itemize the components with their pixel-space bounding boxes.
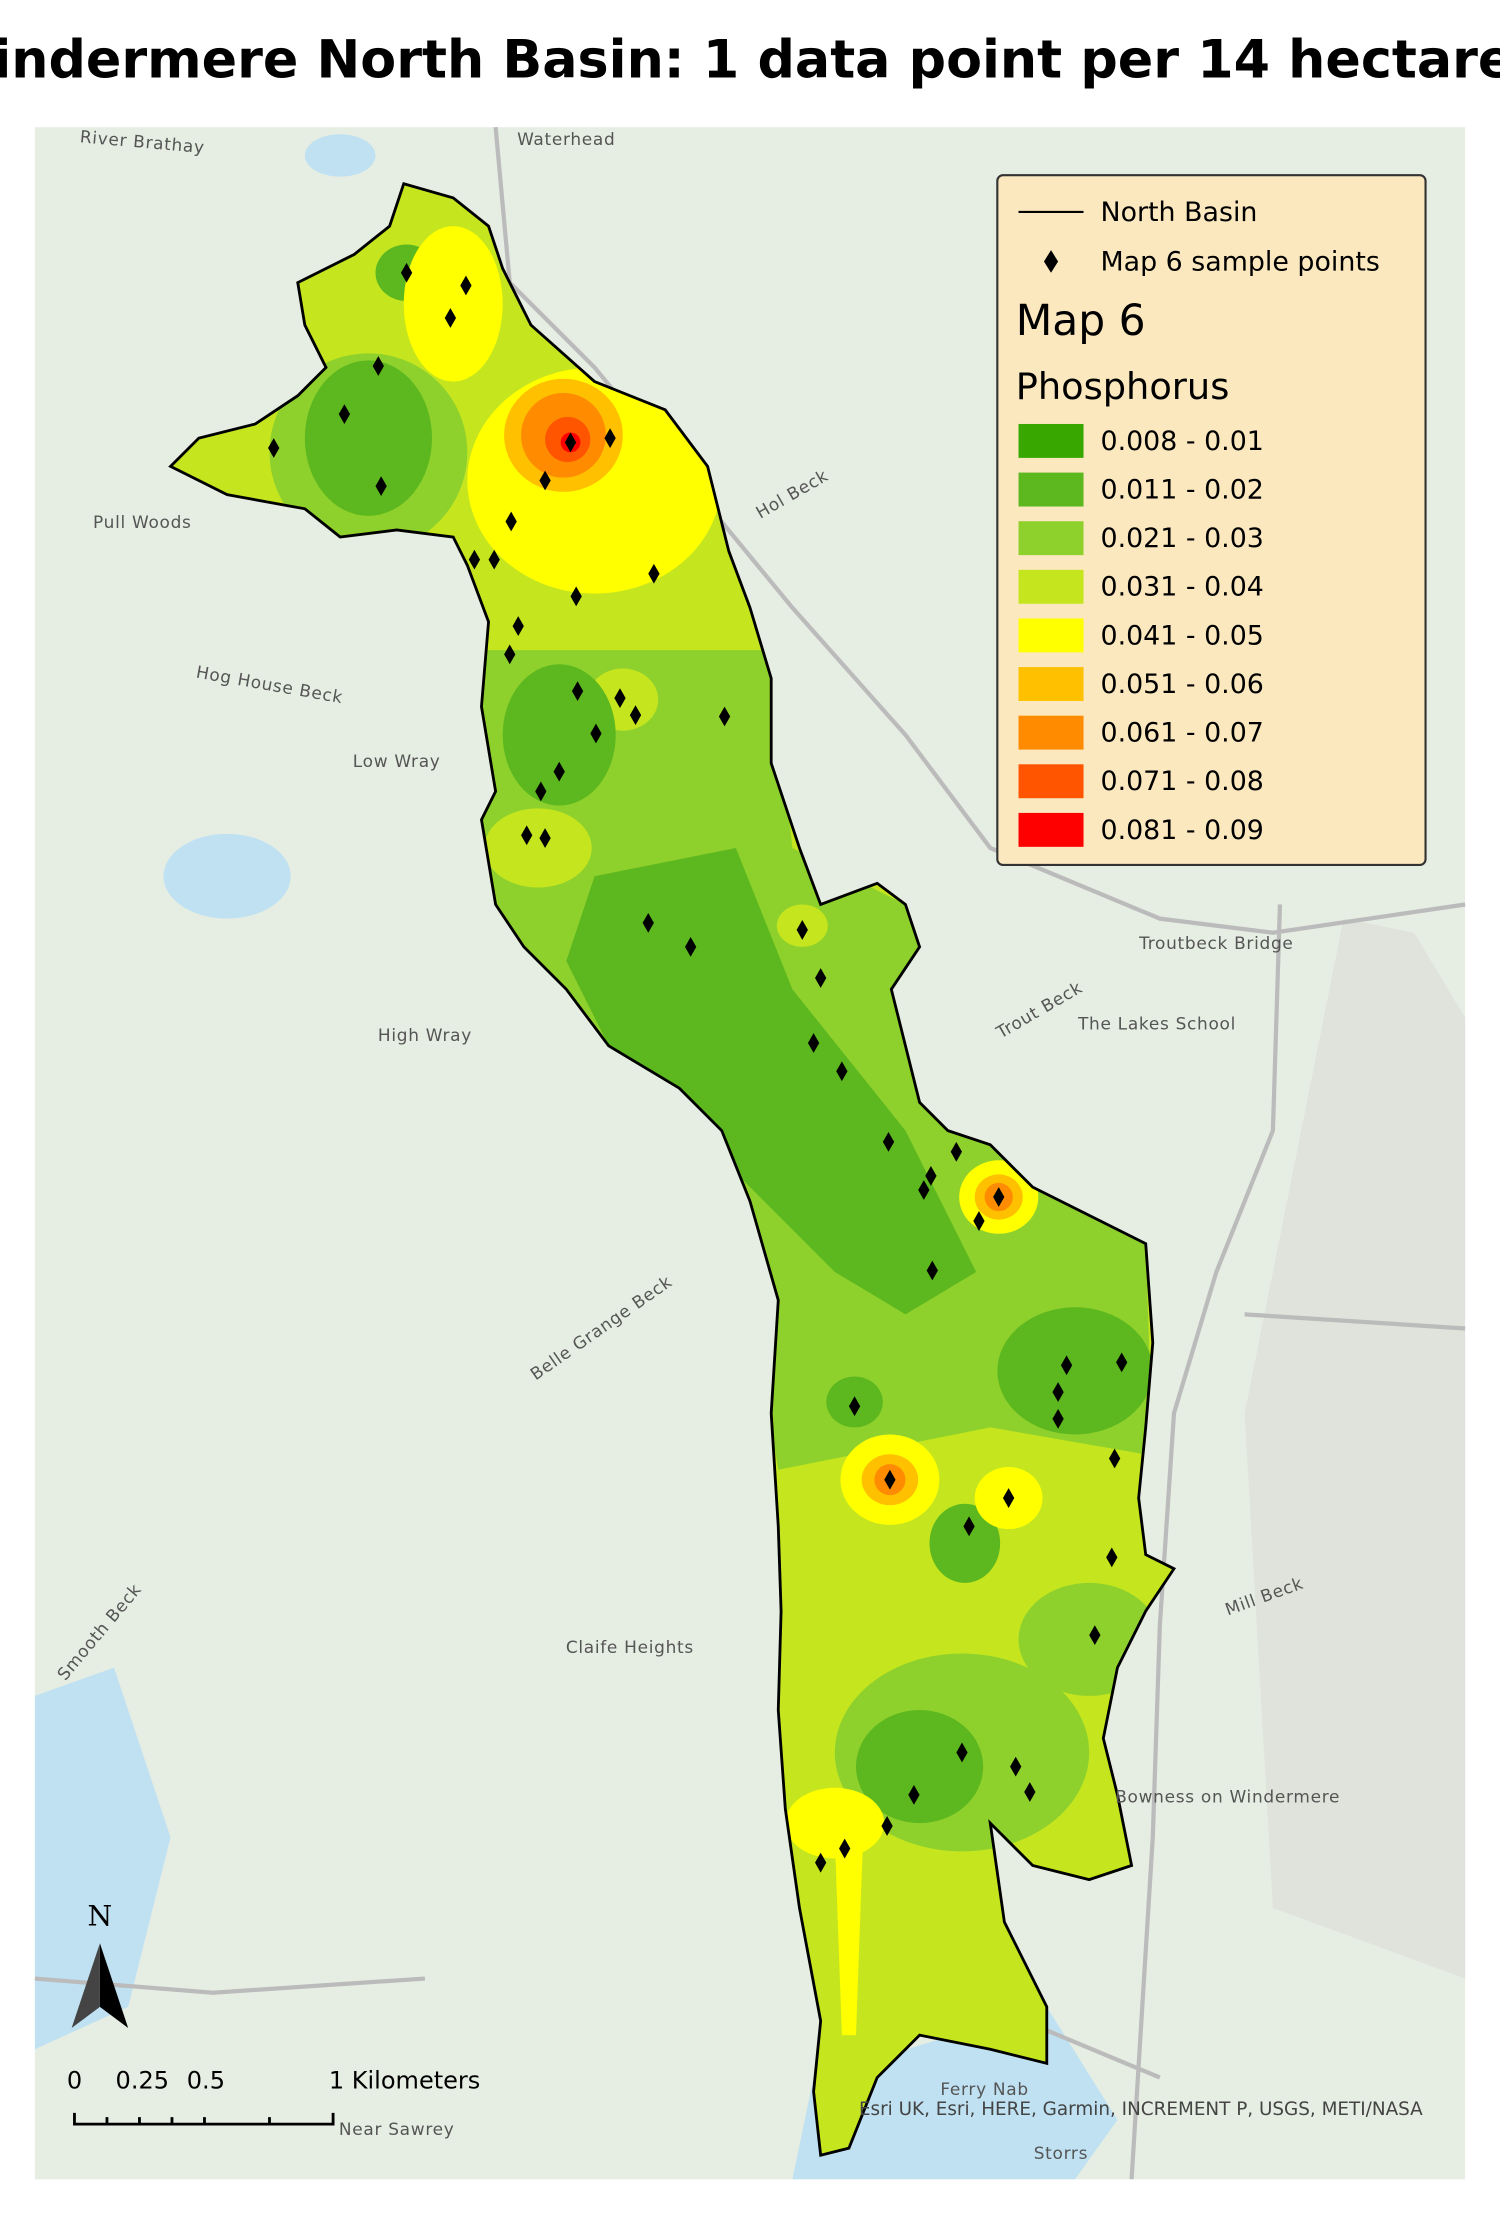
sample-point (535, 781, 547, 802)
sample-point (564, 432, 577, 453)
sample-point (1106, 1547, 1118, 1568)
zone (502, 664, 616, 806)
north-label: N (88, 1899, 113, 1932)
scale-bar: 0 0.25 0.5 1 Kilometers (67, 2067, 480, 2126)
legend-swatch (1018, 423, 1084, 458)
sample-point (918, 1180, 930, 1200)
legend-class-label: 0.081 - 0.09 (1100, 815, 1263, 846)
legend-swatch (1018, 667, 1084, 701)
sample-point (881, 1816, 893, 1836)
place-label: Near Sawrey (339, 2119, 455, 2139)
legend-item: Map 6 sample points (1100, 246, 1379, 277)
sample-point (815, 1852, 827, 1873)
scale-label: 1 Kilometers (329, 2067, 480, 2095)
sample-point (884, 1469, 896, 1490)
sample-point (796, 920, 808, 940)
legend-swatch (1018, 521, 1084, 556)
legend-diamond (1043, 250, 1059, 273)
sample-point (839, 1838, 851, 1859)
legend-class-label: 0.031 - 0.04 (1100, 572, 1263, 603)
legend-swatch (1018, 472, 1084, 507)
sample-point (926, 1260, 938, 1281)
legend-swatch (1018, 569, 1084, 604)
zone (834, 1837, 864, 2036)
place-label: Waterhead (517, 129, 615, 149)
zone (304, 360, 433, 516)
zone (484, 808, 592, 888)
place-label: Troutbeck Bridge (1138, 933, 1293, 953)
legend-class-label: 0.051 - 0.06 (1100, 669, 1263, 700)
sample-point (553, 761, 565, 782)
zone (997, 1307, 1153, 1435)
title: Windermere North Basin: 1 data point per… (0, 30, 1500, 91)
legend-box (996, 174, 1427, 866)
scale-label: 0.25 (116, 2067, 169, 2095)
legend-swatch (1018, 764, 1084, 799)
sample-point (848, 1396, 861, 1417)
place-label: High Wray (378, 1025, 472, 1045)
sample-point (521, 825, 533, 846)
legend: North Basin Map 6 sample points Map 6 Ph… (996, 174, 1427, 866)
legend-class-label: 0.071 - 0.08 (1100, 766, 1263, 797)
legend-class-label: 0.061 - 0.07 (1100, 718, 1263, 749)
place-label: Pull Woods (93, 512, 192, 532)
legend-item: North Basin (1100, 197, 1257, 228)
sample-point (963, 1516, 975, 1537)
sample-point (815, 968, 827, 988)
place-label: Low Wray (353, 751, 441, 771)
sample-point (836, 1061, 848, 1082)
sample-point (505, 511, 517, 532)
zone (785, 1787, 885, 1859)
sample-point (539, 828, 551, 848)
sample-point (375, 476, 387, 497)
sample-point (400, 262, 413, 283)
zone (855, 1710, 984, 1824)
sample-point (590, 723, 602, 744)
sample-point (1024, 1782, 1036, 1802)
sample-point (908, 1784, 920, 1805)
legend-subheading: Phosphorus (1016, 365, 1230, 408)
legend-class-label: 0.041 - 0.05 (1100, 620, 1263, 651)
scale-label: 0.5 (187, 2067, 225, 2095)
attribution: Esri UK, Esri, HERE, Garmin, INCREMENT P… (859, 2099, 1423, 2120)
place-label: Ferry Nab (940, 2079, 1028, 2099)
legend-class-label: 0.008 - 0.01 (1100, 426, 1263, 457)
legend-class-label: 0.021 - 0.03 (1100, 523, 1263, 554)
place-label: The Lakes School (1077, 1014, 1236, 1034)
zone (566, 847, 977, 1315)
legend-swatch (1018, 618, 1084, 653)
legend-swatch (1018, 812, 1084, 847)
place-label: Claife Heights (566, 1637, 694, 1657)
sample-point (1089, 1625, 1101, 1646)
sample-point (956, 1742, 968, 1763)
sample-point (1002, 1488, 1015, 1508)
legend-class-label: 0.011 - 0.02 (1100, 474, 1263, 505)
sample-point (1116, 1352, 1128, 1373)
sample-point (268, 438, 280, 458)
sample-point (604, 428, 616, 449)
scale-label: 0 (67, 2067, 82, 2095)
place-label: Bowness on Windermere (1115, 1787, 1340, 1807)
sample-point (1108, 1448, 1121, 1469)
legend-swatch (1018, 715, 1084, 750)
legend-heading: Map 6 (1016, 296, 1146, 345)
sample-point (338, 404, 351, 424)
zone (403, 226, 503, 382)
sample-point (372, 356, 384, 376)
sample-point (1010, 1756, 1022, 1777)
zone (929, 1503, 1001, 1583)
sample-point (444, 308, 457, 328)
sample-point (718, 706, 731, 727)
sample-point (539, 470, 551, 491)
place-label: Storrs (1034, 2143, 1088, 2163)
